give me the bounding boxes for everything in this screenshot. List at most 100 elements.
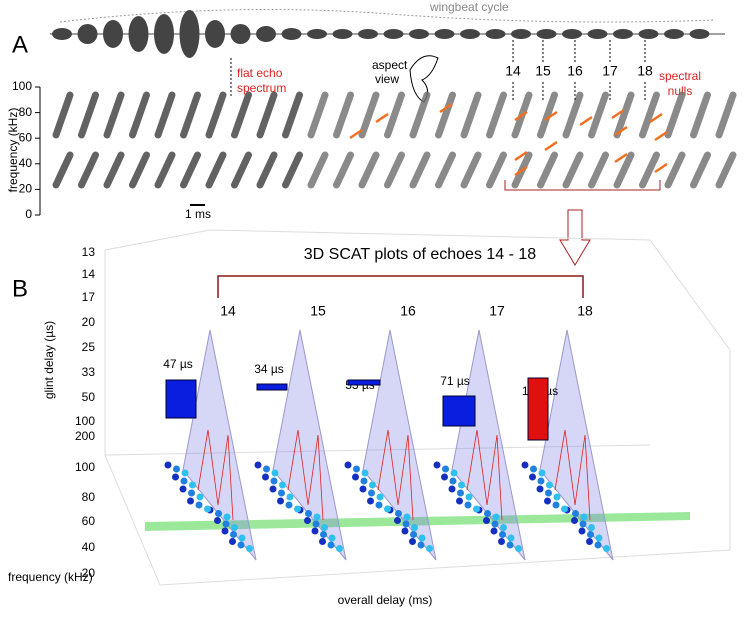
scat-dot	[580, 513, 588, 521]
waveform-burst	[205, 20, 225, 48]
scat-dot	[195, 501, 203, 509]
glint-trace	[197, 429, 234, 521]
glint-tick-label: 50	[82, 390, 96, 404]
spectrogram-blob	[690, 91, 711, 139]
spectrogram-blob	[78, 91, 99, 139]
scat-dot	[403, 513, 411, 521]
scat-dot	[498, 538, 505, 545]
scat-dot	[395, 510, 402, 517]
spectrogram-blob	[588, 91, 609, 139]
y-tick-label: 0	[25, 207, 32, 221]
scat-dot	[222, 520, 230, 528]
scat-dot	[561, 505, 568, 513]
scat-dot	[417, 541, 425, 549]
glint-trace	[554, 429, 591, 521]
spectrogram-blob	[460, 151, 482, 189]
y-tick-label: 60	[19, 130, 33, 144]
waveform-burst	[358, 29, 378, 39]
spectrogram-blob	[231, 151, 252, 189]
freq-tick-label: 80	[82, 490, 96, 504]
scat-dot	[441, 473, 448, 481]
waveform-burst	[307, 29, 327, 39]
spectrogram-blob	[307, 91, 329, 139]
spectrogram-blob	[562, 91, 584, 139]
y-tick-label: 20	[19, 182, 33, 196]
scat-dot	[196, 493, 204, 501]
annotation: aspect	[372, 58, 408, 72]
scat-dot	[313, 513, 321, 521]
scat-dot	[499, 531, 506, 538]
scat-dot	[449, 477, 457, 485]
scat-dot	[586, 538, 593, 545]
spectrogram-blob	[103, 91, 125, 139]
annotation: nulls	[668, 84, 693, 98]
scat-dot	[352, 473, 359, 481]
glint-value: 34 µs	[254, 362, 284, 376]
scat-dot	[521, 461, 529, 469]
wingbeat-label: wingbeat cycle	[429, 0, 509, 14]
echo-label: 14	[220, 303, 236, 319]
bracket	[504, 180, 661, 191]
glint-box	[256, 383, 288, 391]
scat-dot	[401, 527, 409, 535]
scat-dot	[359, 485, 367, 493]
waveform-burst	[664, 29, 684, 39]
glint-box	[165, 379, 197, 419]
freq-tick-label: 20	[82, 566, 96, 580]
glint-value: 47 µs	[163, 357, 193, 371]
scat-dot	[411, 524, 418, 531]
scat-dot	[457, 489, 464, 497]
scat-dot	[344, 461, 352, 469]
spectrogram-blob	[205, 151, 227, 189]
scat-dot	[277, 497, 284, 505]
scat-dot	[215, 510, 222, 517]
axis-title: overall delay (ms)	[338, 593, 433, 607]
echo-label: 16	[400, 303, 416, 319]
scat-dot	[552, 501, 560, 509]
scat-dot	[361, 469, 369, 477]
scat-dot	[353, 465, 360, 473]
scat-dot	[409, 538, 416, 545]
echo-number: 14	[505, 63, 521, 79]
title: 3D SCAT plots of echoes 14 - 18	[304, 246, 537, 263]
spectrogram-blob	[52, 151, 74, 189]
echo-label: 17	[489, 303, 505, 319]
waveform-burst	[179, 10, 200, 58]
3d-box	[104, 229, 731, 586]
scat-dot	[328, 534, 336, 542]
y-tick-label: 40	[19, 156, 33, 170]
scat-dot	[491, 520, 499, 528]
waveform-burst	[485, 29, 506, 39]
spectrogram-blob	[256, 151, 278, 189]
scat-dot	[483, 517, 490, 524]
bracket	[217, 275, 584, 298]
scat-dot	[450, 469, 458, 477]
scat-dot	[204, 505, 211, 513]
scat-dot	[473, 505, 480, 513]
scat-dot	[304, 517, 311, 524]
scat-dot	[311, 527, 319, 535]
glint-box	[347, 379, 381, 386]
scat-dot	[546, 481, 553, 489]
scat-dot	[263, 465, 270, 473]
null-arrow	[579, 115, 593, 127]
null-arrow	[514, 150, 528, 162]
spectrogram-blob	[639, 151, 660, 189]
scat-dot	[336, 545, 343, 552]
spectrogram-blob	[307, 151, 329, 189]
spectrogram-blob	[664, 151, 686, 189]
scat-dot	[538, 469, 546, 477]
spectrogram-blob	[358, 91, 380, 139]
scat-dot	[164, 461, 172, 469]
panel-label: B	[12, 275, 28, 302]
spectrogram-blob	[715, 151, 737, 189]
spectrogram-blob	[613, 91, 635, 139]
freq-tick-label: 60	[82, 514, 96, 528]
scat-dot	[173, 465, 180, 473]
spectrogram-blob	[562, 151, 584, 189]
spectrogram-blob	[588, 151, 609, 189]
waveform-burst	[383, 29, 404, 39]
spectrogram-blob	[613, 151, 635, 189]
scat-dot	[189, 481, 196, 489]
waveform-burst	[128, 16, 149, 52]
